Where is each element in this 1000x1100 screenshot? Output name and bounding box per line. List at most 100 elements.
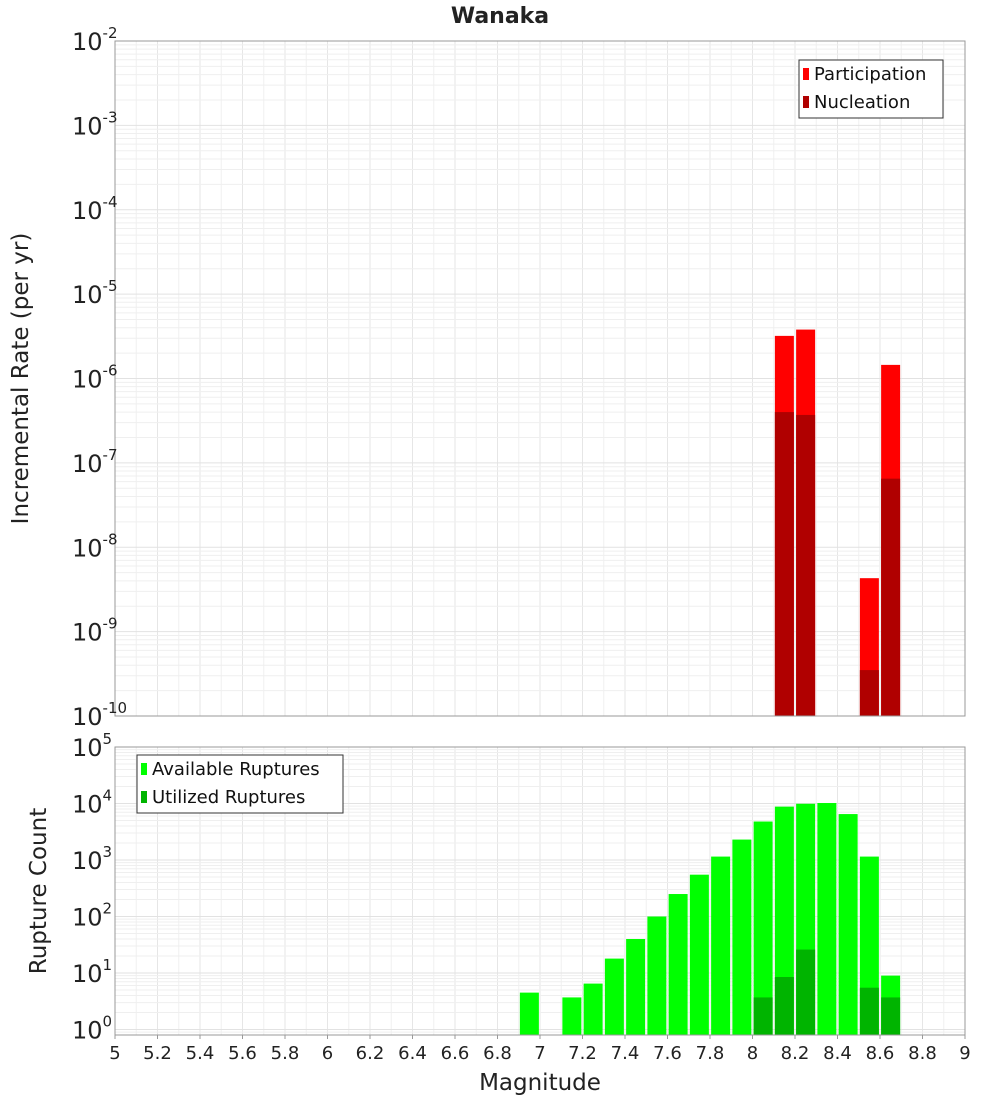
bar-primary: [647, 916, 667, 1035]
y-tick-exponent: -6: [103, 362, 118, 380]
rate-chart-legend: Participation Nucleation: [798, 59, 944, 119]
x-tick-label: 6.2: [356, 1043, 385, 1064]
x-tick-label: 6: [322, 1043, 333, 1064]
y-tick-base: 10: [72, 366, 103, 394]
y-tick-base: 10: [72, 619, 103, 647]
x-tick-label: 7.2: [568, 1043, 597, 1064]
count-chart-legend: Available Ruptures Utilized Ruptures: [136, 754, 344, 814]
y-tick-label: 104: [72, 787, 112, 819]
bar-secondary: [859, 987, 879, 1035]
bar-primary: [668, 894, 688, 1035]
x-tick-label: 8.6: [866, 1043, 895, 1064]
bar-secondary: [774, 977, 794, 1035]
y-tick-label: 100: [72, 1013, 112, 1045]
y-tick-label: 10-10: [72, 699, 127, 731]
y-tick-label: 103: [72, 843, 112, 875]
y-tick-exponent: -5: [103, 277, 118, 295]
y-tick-label: 10-3: [72, 108, 118, 140]
y-tick-base: 10: [72, 960, 103, 988]
bar-primary: [711, 856, 731, 1035]
y-tick-exponent: -10: [103, 699, 128, 717]
y-tick-exponent: 3: [103, 843, 113, 861]
bar-primary: [562, 997, 582, 1035]
x-tick-label: 7.8: [696, 1043, 725, 1064]
x-tick-label: 5.2: [143, 1043, 172, 1064]
y-tick-base: 10: [72, 847, 103, 875]
x-tick-label: 5.8: [271, 1043, 300, 1064]
y-tick-base: 10: [72, 1017, 103, 1045]
y-tick-exponent: 4: [103, 787, 113, 805]
y-tick-exponent: 2: [103, 900, 113, 918]
x-tick-label: 8.8: [908, 1043, 937, 1064]
bar-secondary: [859, 670, 879, 716]
bar-primary: [838, 814, 858, 1035]
y-tick-base: 10: [72, 281, 103, 309]
legend-entry: Utilized Ruptures: [152, 787, 305, 808]
bar-primary: [604, 958, 624, 1035]
x-tick-label: 7.6: [653, 1043, 682, 1064]
bar-secondary: [796, 414, 816, 716]
x-tick-label: 5.4: [186, 1043, 215, 1064]
x-tick-label: 5.6: [228, 1043, 257, 1064]
rate-chart-bars: [774, 329, 901, 716]
bar-primary: [583, 983, 603, 1035]
count-chart-x-axis-label: Magnitude: [479, 1070, 601, 1096]
y-tick-exponent: 1: [103, 956, 113, 974]
y-tick-base: 10: [72, 450, 103, 478]
y-tick-base: 10: [72, 791, 103, 819]
y-tick-label: 10-9: [72, 615, 118, 647]
x-tick-label: 6.4: [398, 1043, 427, 1064]
bar-secondary: [881, 478, 901, 716]
x-tick-label: 9: [959, 1043, 970, 1064]
bar-primary: [732, 839, 752, 1035]
y-tick-label: 105: [72, 730, 112, 762]
y-tick-exponent: 0: [103, 1013, 113, 1031]
y-tick-exponent: -8: [103, 530, 118, 548]
x-tick-label: 8.2: [781, 1043, 810, 1064]
rate-chart-y-axis-label: Incremental Rate (per yr): [8, 233, 34, 525]
bar-primary: [626, 939, 646, 1035]
count-chart-x-ticks: 5 5.2 5.4 5.6 5.8 6 6.2 6.4 6.6 6.8 7 7.2 7.4 7.6 7.8 8…: [109, 1035, 971, 1064]
x-tick-label: 7: [534, 1043, 545, 1064]
y-tick-exponent: -4: [103, 193, 118, 211]
y-tick-exponent: -7: [103, 446, 118, 464]
y-tick-base: 10: [72, 904, 103, 932]
y-tick-label: 102: [72, 900, 112, 932]
y-tick-label: 10-8: [72, 530, 118, 562]
y-tick-base: 10: [72, 703, 103, 731]
bar-secondary: [796, 949, 816, 1035]
y-tick-label: 10-5: [72, 277, 118, 309]
legend-entry: Participation: [814, 64, 926, 85]
legend-swatch: [141, 791, 147, 803]
y-tick-exponent: -3: [103, 108, 118, 126]
x-tick-label: 8.4: [823, 1043, 852, 1064]
x-tick-label: 7.4: [611, 1043, 640, 1064]
bar-secondary: [774, 412, 794, 716]
y-tick-base: 10: [72, 28, 103, 56]
x-tick-label: 8: [747, 1043, 758, 1064]
y-tick-base: 10: [72, 197, 103, 225]
rate-chart-frame: [114, 40, 966, 717]
x-tick-label: 5: [109, 1043, 120, 1064]
legend-box: [136, 754, 344, 814]
legend-swatch: [803, 96, 809, 108]
x-tick-label: 6.8: [483, 1043, 512, 1064]
bar-primary: [817, 803, 837, 1035]
y-tick-label: 10-7: [72, 446, 118, 478]
legend-box: [798, 59, 944, 119]
bar-secondary: [881, 997, 901, 1035]
count-chart-bars: [519, 803, 901, 1035]
bar-primary: [519, 992, 539, 1035]
y-tick-base: 10: [72, 534, 103, 562]
legend-swatch: [803, 68, 809, 80]
y-tick-label: 10-2: [72, 24, 118, 56]
y-tick-label: 10-6: [72, 362, 118, 394]
legend-entry: Available Ruptures: [152, 759, 320, 780]
bar-secondary: [753, 997, 773, 1035]
bar-primary: [689, 874, 709, 1035]
